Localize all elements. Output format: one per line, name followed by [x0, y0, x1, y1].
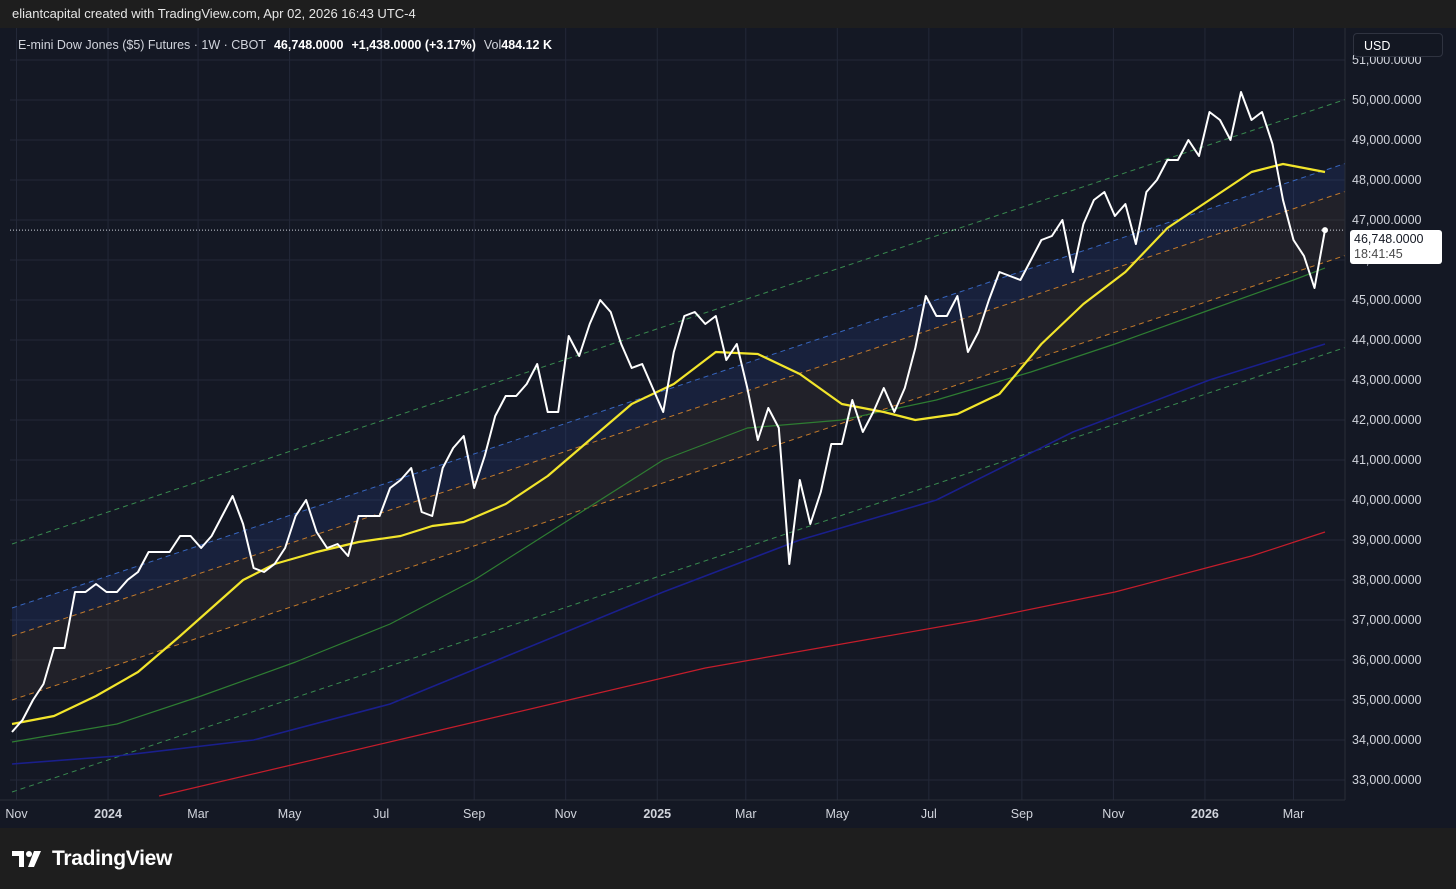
x-tick-label: Nov — [1102, 807, 1125, 821]
x-tick-label: May — [826, 807, 850, 821]
y-tick-label: 49,000.0000 — [1352, 133, 1422, 147]
volume-value: 484.12 K — [501, 38, 553, 52]
last-price-label: 46,748.0000 18:41:45 — [1350, 230, 1442, 264]
channel-band-upper — [12, 163, 1345, 636]
series-sma-blue-line — [11, 343, 1326, 765]
x-tick-label: Sep — [463, 807, 485, 821]
bar-countdown: 18:41:45 — [1354, 247, 1403, 261]
plot-area — [10, 28, 1345, 800]
x-tick-label: 2026 — [1191, 807, 1219, 821]
x-tick-label: Mar — [187, 807, 209, 821]
y-tick-label: 34,000.0000 — [1352, 733, 1422, 747]
channel-line — [11, 163, 1345, 609]
y-tick-label: 43,000.0000 — [1352, 373, 1422, 387]
x-tick-label: Mar — [1283, 807, 1305, 821]
chart-frame[interactable]: 33,000.0000 34,000.0000 35,000.0000 36,000.… — [0, 28, 1456, 828]
y-tick-label: 42,000.0000 — [1352, 413, 1422, 427]
last-price-text: 46,748.0000 — [1354, 232, 1424, 246]
channel-line — [11, 99, 1345, 545]
series-price-line — [11, 91, 1326, 733]
channel-line — [11, 191, 1345, 637]
series-sma-red-line — [158, 531, 1326, 797]
x-tick-label: Nov — [5, 807, 28, 821]
x-tick-label: May — [278, 807, 302, 821]
x-tick-label: Mar — [735, 807, 757, 821]
symbol-legend: E-mini Dow Jones ($5) Futures · 1W · CBO… — [18, 38, 552, 52]
attribution-bar: eliantcapital created with TradingView.c… — [0, 0, 1456, 28]
series-sma-fast-line — [11, 162, 1326, 726]
y-tick-label: 33,000.0000 — [1352, 773, 1422, 787]
y-tick-label: 37,000.0000 — [1352, 613, 1422, 627]
change-value: +1,438.0000 (+3.17%) — [351, 38, 476, 52]
y-tick-label: 38,000.0000 — [1352, 573, 1422, 587]
footer: TradingView — [0, 828, 1456, 889]
series-sma-green-line — [11, 267, 1326, 743]
y-tick-label: 35,000.0000 — [1352, 693, 1422, 707]
y-tick-label: 39,000.0000 — [1352, 533, 1422, 547]
y-tick-label: 47,000.0000 — [1352, 213, 1422, 227]
x-tick-label: 2024 — [94, 807, 122, 821]
tradingview-brand[interactable]: TradingView — [52, 846, 173, 870]
y-tick-label: 44,000.0000 — [1352, 333, 1422, 347]
channel-band-middle — [12, 191, 1345, 700]
last-value: 46,748.0000 — [273, 38, 344, 52]
tradingview-logo-icon[interactable] — [12, 849, 46, 869]
price-chart[interactable]: 33,000.0000 34,000.0000 35,000.0000 36,000.… — [0, 28, 1456, 828]
currency-button[interactable]: USD — [1353, 33, 1443, 57]
x-tick-label: Jul — [921, 807, 937, 821]
y-tick-label: 45,000.0000 — [1352, 293, 1422, 307]
x-tick-label: Jul — [373, 807, 389, 821]
y-tick-label: 36,000.0000 — [1352, 653, 1422, 667]
attribution-text: eliantcapital created with TradingView.c… — [12, 6, 416, 21]
x-tick-label: Sep — [1011, 807, 1033, 821]
symbol-name[interactable]: E-mini Dow Jones ($5) Futures · 1W · CBO… — [18, 38, 266, 52]
channel-line — [11, 347, 1345, 793]
channel-line — [11, 255, 1345, 701]
y-tick-label: 40,000.0000 — [1352, 493, 1422, 507]
y-tick-label: 41,000.0000 — [1352, 453, 1422, 467]
y-tick-label: 48,000.0000 — [1352, 173, 1422, 187]
x-tick-label: 2025 — [643, 807, 671, 821]
volume-label: Vol — [483, 38, 502, 52]
last-price-dot — [1322, 227, 1328, 234]
y-tick-label: 50,000.0000 — [1352, 93, 1422, 107]
x-tick-label: Nov — [555, 807, 578, 821]
